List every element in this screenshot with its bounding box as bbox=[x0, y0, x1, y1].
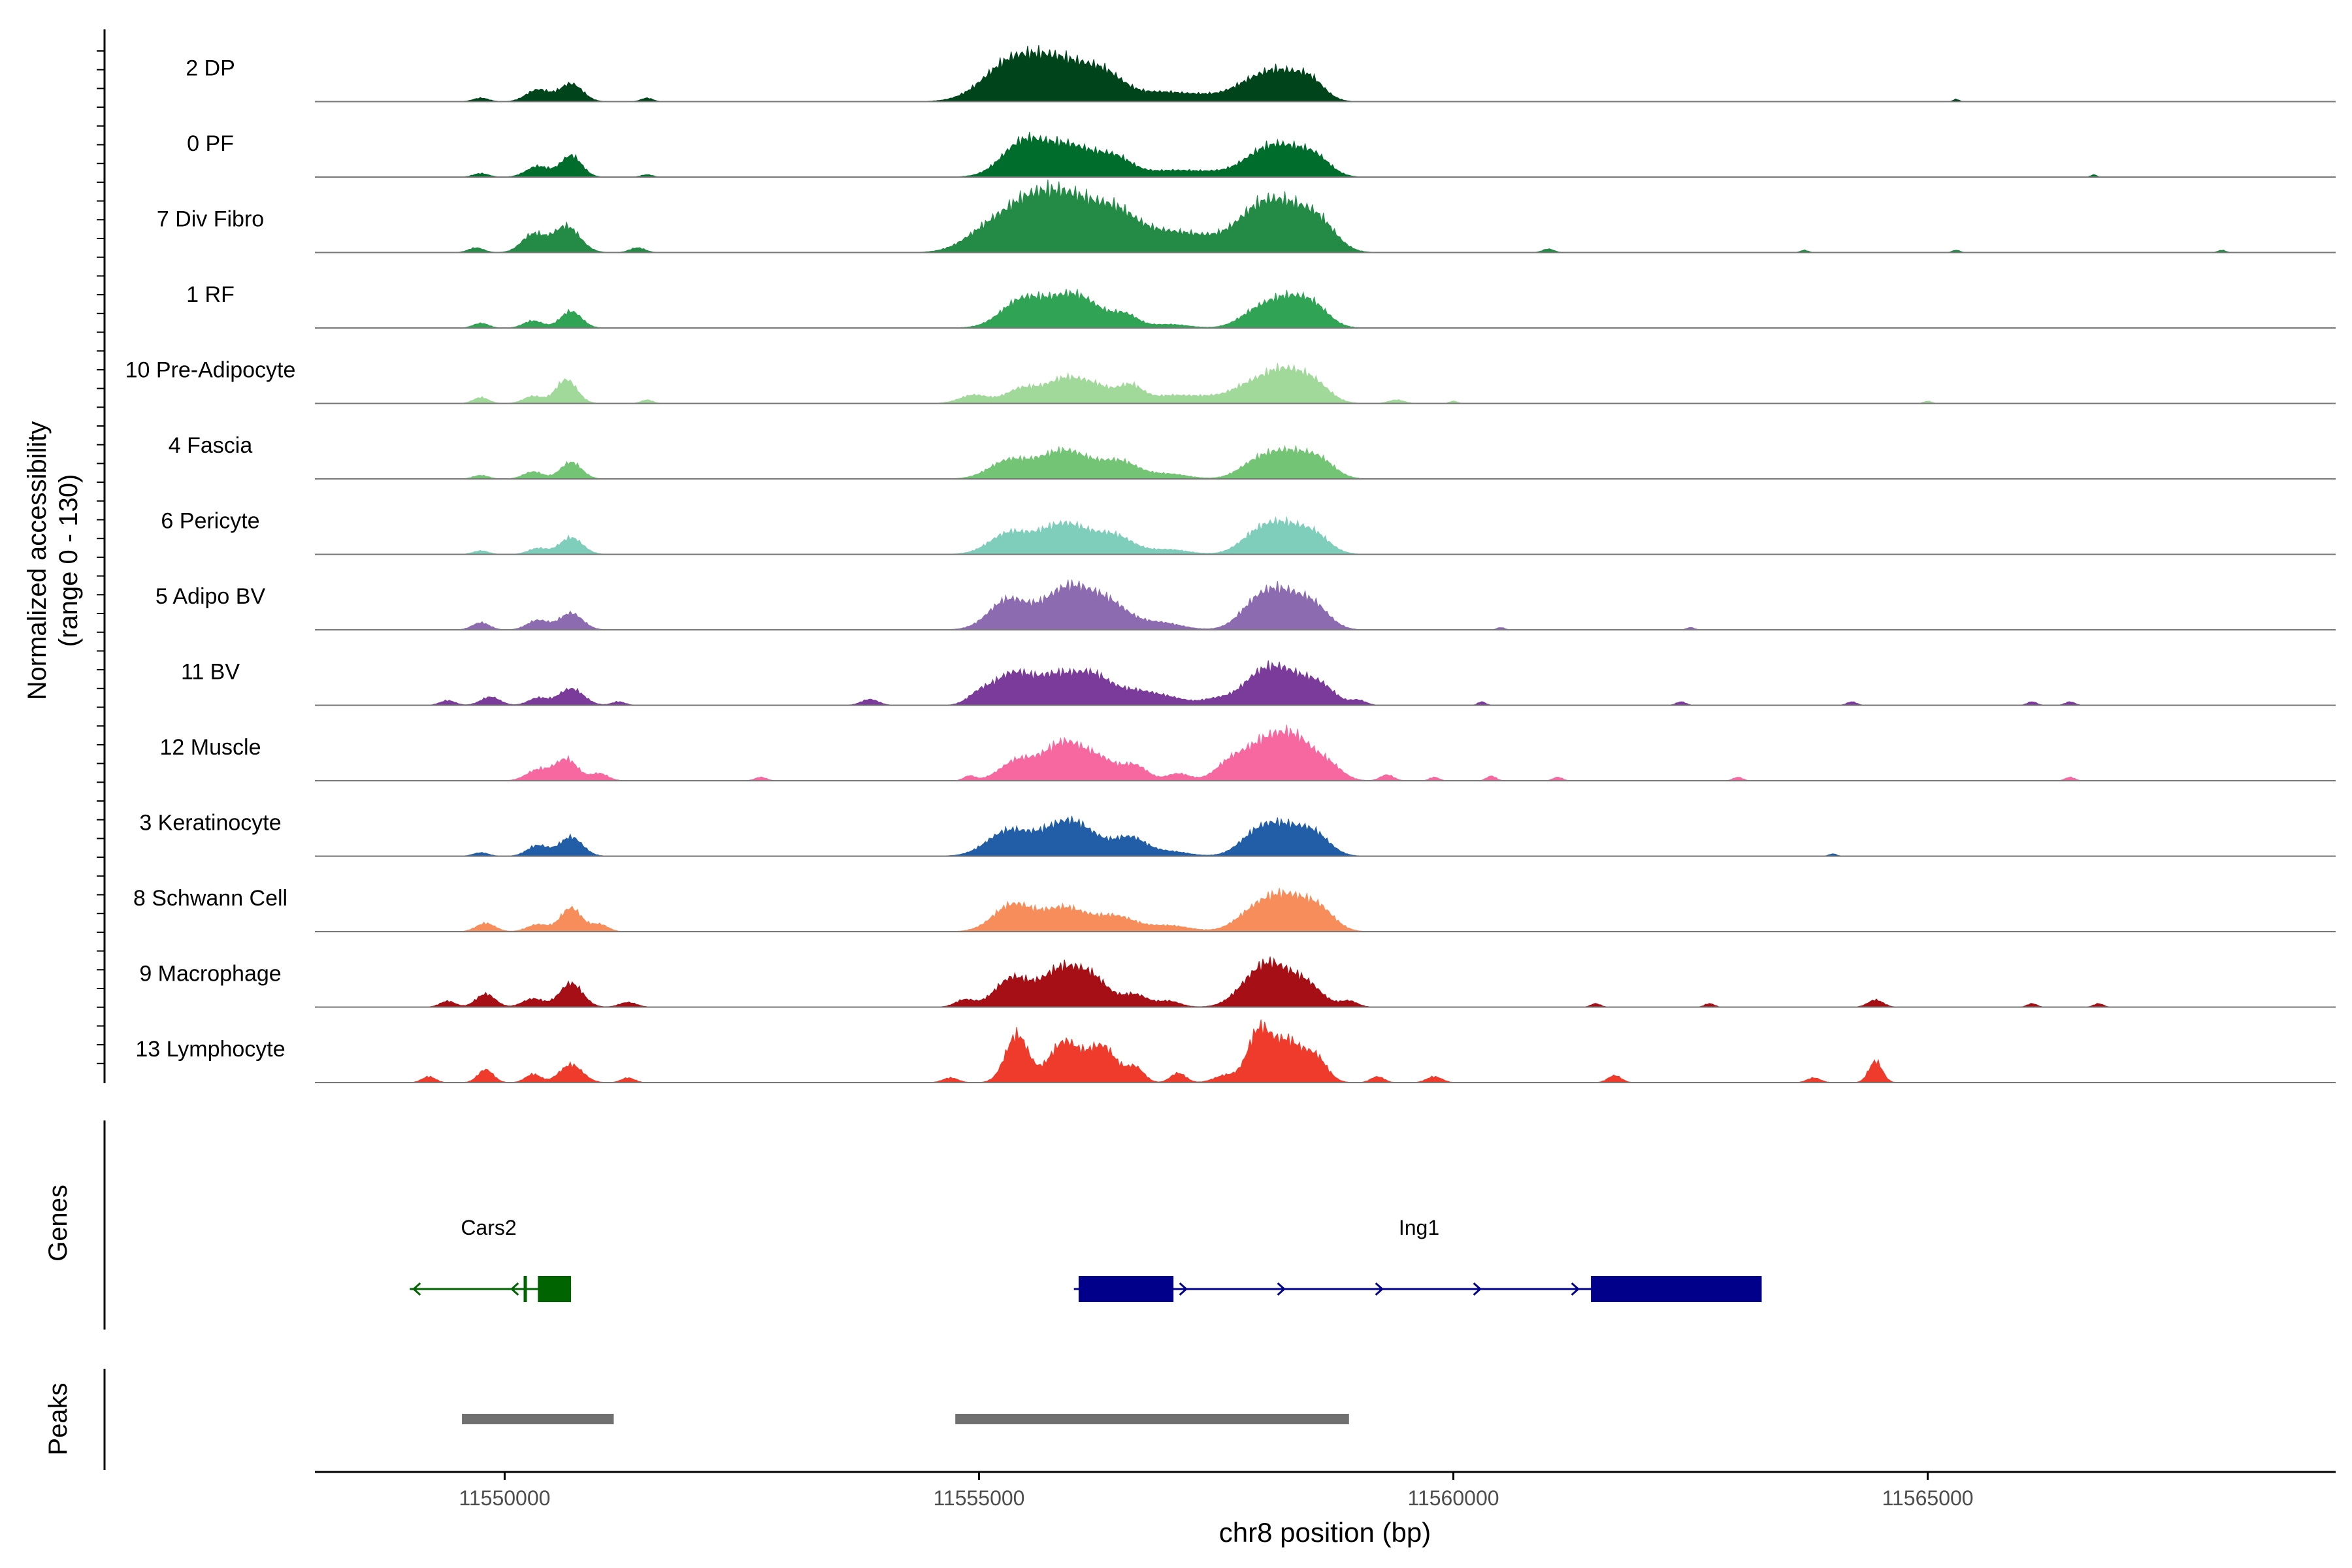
track-label: 9 Macrophage bbox=[139, 962, 281, 987]
coverage-area bbox=[315, 363, 2336, 404]
track-0-pf: 0 PF bbox=[187, 131, 2336, 178]
track-label: 8 Schwann Cell bbox=[133, 886, 287, 911]
strand-arrow bbox=[412, 1282, 421, 1296]
track-7-div-fibro: 7 Div Fibro bbox=[157, 179, 2336, 253]
strand-arrow bbox=[1571, 1282, 1580, 1296]
genes-label: Genes bbox=[44, 1184, 73, 1262]
coverage-area bbox=[315, 45, 2336, 102]
coverage-y-axis bbox=[97, 29, 106, 1083]
track-9-macrophage: 9 Macrophage bbox=[139, 956, 2336, 1008]
coverage-area bbox=[315, 515, 2336, 555]
coverage-area bbox=[315, 815, 2336, 857]
track-11-bv: 11 BV bbox=[181, 660, 2336, 706]
gene-ing1: Ing1 bbox=[1073, 1216, 1762, 1302]
track-12-muscle: 12 Muscle bbox=[160, 725, 2336, 781]
track-label: 5 Adipo BV bbox=[155, 584, 266, 609]
coverage-area bbox=[315, 444, 2336, 480]
x-tick-label: 11560000 bbox=[1408, 1486, 1499, 1510]
track-5-adipo-bv: 5 Adipo BV bbox=[155, 580, 2336, 630]
track-label: 2 DP bbox=[186, 56, 235, 81]
coverage-area bbox=[315, 580, 2336, 630]
track-6-pericyte: 6 Pericyte bbox=[161, 509, 2336, 555]
track-3-keratinocyte: 3 Keratinocyte bbox=[139, 811, 2336, 857]
track-label: 4 Fascia bbox=[169, 433, 253, 458]
track-label: 7 Div Fibro bbox=[157, 207, 264, 232]
track-1-rf: 1 RF bbox=[186, 282, 2336, 329]
track-label: 3 Keratinocyte bbox=[139, 811, 281, 836]
x-tick-label: 11565000 bbox=[1882, 1486, 1974, 1510]
track-4-fascia: 4 Fascia bbox=[169, 433, 2336, 480]
track-label: 1 RF bbox=[186, 282, 235, 307]
track-label: 0 PF bbox=[187, 131, 234, 156]
coverage-area bbox=[315, 725, 2336, 781]
x-axis-title: chr8 position (bp) bbox=[1219, 1517, 1431, 1548]
coverage-area bbox=[315, 131, 2336, 178]
gene-exon bbox=[538, 1276, 572, 1302]
coverage-area bbox=[315, 289, 2336, 329]
coverage-area bbox=[315, 956, 2336, 1007]
track-2-dp: 2 DP bbox=[186, 45, 2336, 103]
strand-arrow bbox=[1473, 1282, 1482, 1296]
track-13-lymphocyte: 13 Lymphocyte bbox=[135, 1019, 2336, 1083]
gene-name: Cars2 bbox=[461, 1216, 516, 1239]
peaks-panel bbox=[103, 1369, 1349, 1470]
track-label: 6 Pericyte bbox=[161, 509, 259, 534]
gene-name: Ing1 bbox=[1399, 1216, 1439, 1239]
gene-exon bbox=[523, 1276, 527, 1302]
track-8-schwann-cell: 8 Schwann Cell bbox=[133, 886, 2336, 932]
y-axis-label-line2: (range 0 - 130) bbox=[54, 474, 83, 647]
x-tick-label: 11550000 bbox=[459, 1486, 550, 1510]
coverage-tracks: 2 DP 0 PF 7 Div Fibro 1 RF 10 Pre-Adipocyte 4… bbox=[125, 45, 2336, 1083]
y-axis-label-line1: Normalized accessibility bbox=[23, 421, 52, 700]
strand-arrow bbox=[1277, 1282, 1286, 1296]
x-tick-label: 11555000 bbox=[933, 1486, 1024, 1510]
coverage-area bbox=[315, 179, 2336, 253]
coverage-area bbox=[315, 660, 2336, 706]
track-label: 11 BV bbox=[181, 660, 240, 685]
peak-region bbox=[462, 1414, 614, 1424]
strand-arrow bbox=[510, 1282, 519, 1296]
peak-region bbox=[955, 1414, 1349, 1424]
track-label: 12 Muscle bbox=[160, 735, 261, 760]
strand-arrow bbox=[1179, 1282, 1188, 1296]
coverage-area bbox=[315, 888, 2336, 932]
track-label: 10 Pre-Adipocyte bbox=[125, 358, 296, 383]
genes-panel: Cars2 Ing1 bbox=[103, 1120, 1762, 1330]
coverage-area bbox=[315, 1019, 2336, 1083]
gene-exon bbox=[1591, 1276, 1762, 1302]
strand-arrow bbox=[1375, 1282, 1384, 1296]
x-axis: 11550000 11555000 11560000 11565000 bbox=[315, 1471, 2336, 1510]
track-label: 13 Lymphocyte bbox=[135, 1037, 285, 1062]
peaks-label: Peaks bbox=[44, 1382, 73, 1455]
track-10-pre-adipocyte: 10 Pre-Adipocyte bbox=[125, 358, 2336, 404]
gene-exon bbox=[1078, 1276, 1174, 1302]
gene-cars2: Cars2 bbox=[410, 1216, 572, 1302]
